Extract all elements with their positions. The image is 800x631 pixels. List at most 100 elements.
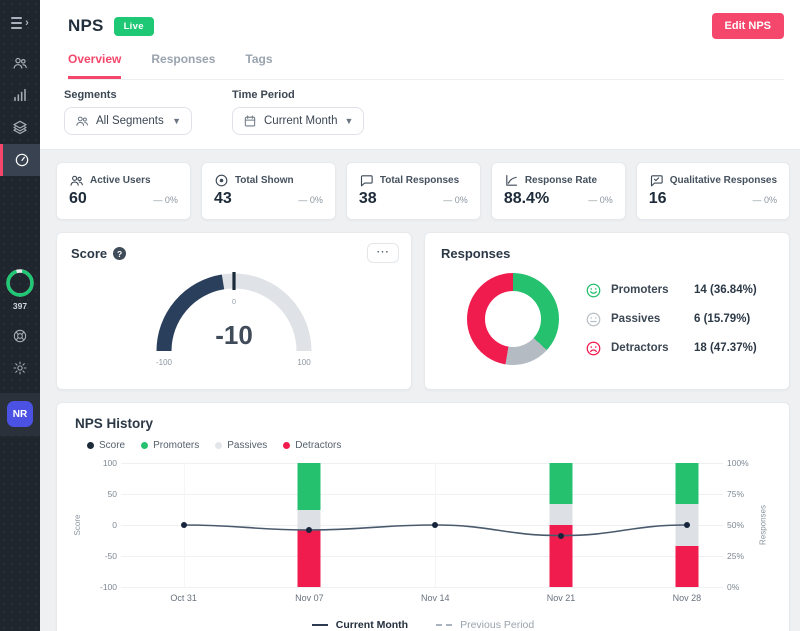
legend-name: Passives xyxy=(611,313,661,325)
stat-value: 16 xyxy=(648,190,667,207)
sidebar-item-users[interactable] xyxy=(0,48,40,78)
sidebar-item-analytics[interactable] xyxy=(0,80,40,110)
sidebar-item-surveys-active[interactable] xyxy=(0,144,40,176)
score-point-nov-07[interactable] xyxy=(306,526,313,533)
stacked-bar-nov-07[interactable] xyxy=(297,463,321,587)
y-tick-left: -50 xyxy=(104,551,117,561)
legend-name: Detractors xyxy=(611,342,669,354)
tab-tags[interactable]: Tags xyxy=(245,52,273,66)
history-legend: Score Promoters Passives Detractors xyxy=(87,440,771,451)
x-axis-labels: Oct 31 Nov 07 Nov 14 Nov 21 Nov 28 xyxy=(121,593,723,607)
score-point-nov-21[interactable] xyxy=(558,532,565,539)
time-period-value: Current Month xyxy=(264,115,338,127)
progress-ring-icon xyxy=(6,269,34,297)
legend-dot-icon xyxy=(141,442,149,449)
gauge-min-label: -100 xyxy=(156,358,173,367)
tab-bar: Overview Responses Tags xyxy=(68,52,784,80)
y-tick-left: 50 xyxy=(107,489,117,499)
legend-label: Detractors xyxy=(295,440,342,451)
smiley-happy-icon xyxy=(586,283,601,297)
sidebar-item-help[interactable] xyxy=(0,321,40,351)
stat-label: Total Shown xyxy=(234,175,294,186)
bar-segment-detractors xyxy=(549,524,573,587)
legend-value: 6 (15.79%) xyxy=(694,313,751,325)
edit-nps-button[interactable]: Edit NPS xyxy=(711,13,784,39)
time-period-select[interactable]: Current Month ▼ xyxy=(232,107,365,135)
sidebar-bottom: NR xyxy=(0,321,40,436)
time-period-filter-group: Time Period Current Month ▼ xyxy=(232,89,365,135)
sidebar-expand-button[interactable]: › xyxy=(6,12,34,34)
legend-dot-icon xyxy=(283,442,291,449)
score-point-nov-14[interactable] xyxy=(432,522,439,528)
page-header: NPS Live Edit NPS Overview Responses Tag… xyxy=(40,0,800,80)
y-axis-label-score: Score xyxy=(72,514,82,536)
avatar[interactable]: NR xyxy=(7,401,33,427)
history-card-title: NPS History xyxy=(75,416,154,431)
history-legend-item-passives[interactable]: Passives xyxy=(215,440,267,451)
sidebar-item-settings[interactable] xyxy=(0,353,40,383)
period-legend-solid[interactable]: Current Month xyxy=(311,619,408,631)
history-legend-item-promoters[interactable]: Promoters xyxy=(141,440,199,451)
stat-card-total-responses: Total Responses 38 — 0% xyxy=(345,162,481,220)
stat-value: 88.4% xyxy=(503,190,550,207)
bar-segment-promoters xyxy=(675,463,699,504)
chat-check-icon xyxy=(650,175,663,187)
page-title: NPS xyxy=(68,16,104,35)
stat-card-total-shown: Total Shown 43 — 0% xyxy=(200,162,336,220)
bar-segment-promoters xyxy=(549,463,573,504)
chevron-right-icon: › xyxy=(25,16,29,29)
score-point-oct-31[interactable] xyxy=(180,522,187,528)
y-axis-label-responses: Responses xyxy=(758,504,768,546)
y-tick-left: 100 xyxy=(102,458,117,468)
smiley-sad-icon xyxy=(586,341,601,355)
x-tick-label: Oct 31 xyxy=(170,593,197,603)
gauge-value: -10 xyxy=(215,320,253,350)
content-area: Active Users 60 — 0% Total Shown 43— 0% Total… xyxy=(40,150,800,631)
legend-label: Promoters xyxy=(153,440,200,451)
tab-responses[interactable]: Responses xyxy=(151,52,216,66)
tab-overview[interactable]: Overview xyxy=(68,52,122,79)
period-legend-dashed[interactable]: Previous Period xyxy=(436,619,534,631)
stat-value: 60 xyxy=(69,190,87,207)
history-legend-item-score[interactable]: Score xyxy=(87,440,125,451)
chevron-down-icon: ▼ xyxy=(344,116,354,126)
stacked-bar-nov-21[interactable] xyxy=(549,463,573,587)
donut-legend-row: Promoters 14 (36.84%) xyxy=(585,282,757,299)
y-tick-right: 50% xyxy=(727,520,745,530)
history-legend-item-detractors[interactable]: Detractors xyxy=(283,440,341,451)
stat-change: — 0% xyxy=(588,195,613,205)
stat-change: — 0% xyxy=(752,195,778,205)
gauge-icon xyxy=(15,153,28,167)
help-icon[interactable]: ? xyxy=(113,247,127,260)
bar-segment-promoters xyxy=(297,463,321,511)
sidebar: › 397 NR xyxy=(0,0,40,631)
chart-axis-icon xyxy=(506,174,517,186)
history-chart: Score Responses 100 100% 50 75% 0 50% -50 25% -1… xyxy=(72,458,771,592)
time-period-label: Time Period xyxy=(232,89,295,101)
users-icon xyxy=(13,57,27,69)
nps-history-card: NPS History Score Promoters Passives Detrac… xyxy=(56,402,790,631)
stat-label: Active Users xyxy=(90,175,151,186)
usage-ring[interactable]: 397 xyxy=(5,268,35,311)
period-legend-label: Previous Period xyxy=(460,619,535,631)
legend-dot-icon xyxy=(215,442,223,449)
score-menu-button[interactable]: ⋯ xyxy=(367,243,399,263)
solid-line-icon xyxy=(311,624,328,626)
score-point-nov-28[interactable] xyxy=(683,522,690,528)
bar-segment-passives xyxy=(549,503,573,525)
eye-icon xyxy=(215,174,228,187)
segments-select[interactable]: All Segments ▼ xyxy=(64,107,192,135)
charts-row: Score ? ⋯ -100 100 0 -10 Responses Promoter… xyxy=(56,232,790,390)
legend-label: Score xyxy=(99,440,126,451)
y-tick-right: 75% xyxy=(727,489,745,499)
life-buoy-icon xyxy=(13,329,27,343)
x-tick-label: Nov 28 xyxy=(672,593,702,603)
hamburger-icon xyxy=(11,17,23,29)
status-badge: Live xyxy=(113,16,154,36)
y-tick-right: 25% xyxy=(727,551,745,561)
main-area: NPS Live Edit NPS Overview Responses Tag… xyxy=(40,0,800,631)
sidebar-item-segments[interactable] xyxy=(0,112,40,142)
responses-card: Responses Promoters 14 (36.84%) Passives 6 … xyxy=(424,232,790,390)
avatar-block: NR xyxy=(0,393,40,436)
segments-label: Segments xyxy=(64,89,117,101)
